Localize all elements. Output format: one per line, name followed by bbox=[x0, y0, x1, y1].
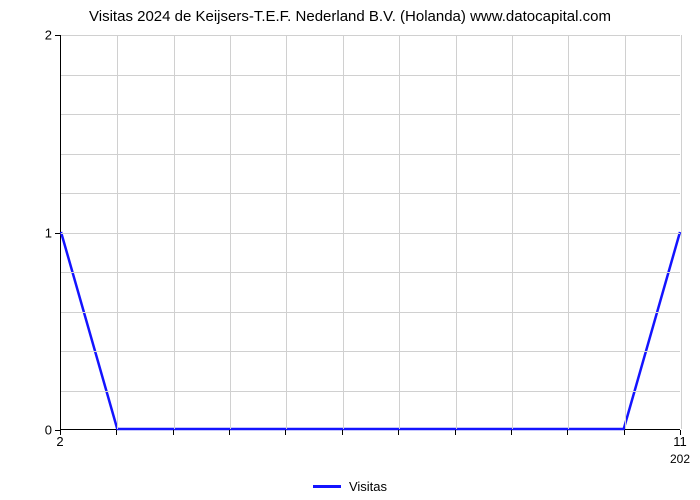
grid-line-v bbox=[456, 35, 457, 429]
grid-line-v bbox=[568, 35, 569, 429]
x-tick-mark bbox=[455, 430, 456, 435]
y-tick-mark bbox=[55, 233, 60, 234]
x-tick-mark bbox=[116, 430, 117, 435]
grid-line-v bbox=[681, 35, 682, 429]
grid-line-v bbox=[512, 35, 513, 429]
y-tick-label: 1 bbox=[45, 225, 52, 240]
grid-line-v bbox=[399, 35, 400, 429]
x-tick-mark bbox=[398, 430, 399, 435]
grid-line-h bbox=[61, 193, 680, 194]
legend-swatch bbox=[313, 485, 341, 488]
y-tick-label: 0 bbox=[45, 423, 52, 438]
x-tick-mark bbox=[624, 430, 625, 435]
grid-line-v bbox=[174, 35, 175, 429]
plot-area bbox=[60, 35, 680, 430]
grid-line-v bbox=[230, 35, 231, 429]
grid-line-h bbox=[61, 154, 680, 155]
x-secondary-label: 202 bbox=[670, 452, 690, 466]
chart-title: Visitas 2024 de Keijsers-T.E.F. Nederlan… bbox=[0, 8, 700, 25]
visits-chart: Visitas 2024 de Keijsers-T.E.F. Nederlan… bbox=[0, 0, 700, 500]
x-tick-label-right: 11 bbox=[673, 434, 687, 449]
grid-line-h bbox=[61, 351, 680, 352]
grid-line-v bbox=[117, 35, 118, 429]
grid-line-h bbox=[61, 114, 680, 115]
grid-line-h bbox=[61, 272, 680, 273]
grid-line-h bbox=[61, 75, 680, 76]
grid-line-h bbox=[61, 312, 680, 313]
x-tick-mark bbox=[229, 430, 230, 435]
grid-line-v bbox=[286, 35, 287, 429]
x-tick-label-left: 2 bbox=[56, 434, 63, 449]
grid-line-h bbox=[61, 35, 680, 36]
grid-line-v bbox=[343, 35, 344, 429]
grid-line-v bbox=[625, 35, 626, 429]
x-tick-mark bbox=[567, 430, 568, 435]
x-tick-mark bbox=[511, 430, 512, 435]
x-tick-mark bbox=[285, 430, 286, 435]
legend-label: Visitas bbox=[349, 479, 387, 494]
x-tick-mark bbox=[173, 430, 174, 435]
grid-line-h bbox=[61, 233, 680, 234]
chart-legend: Visitas bbox=[0, 479, 700, 494]
y-tick-mark bbox=[55, 35, 60, 36]
grid-line-h bbox=[61, 391, 680, 392]
y-tick-label: 2 bbox=[45, 28, 52, 43]
x-tick-mark bbox=[342, 430, 343, 435]
